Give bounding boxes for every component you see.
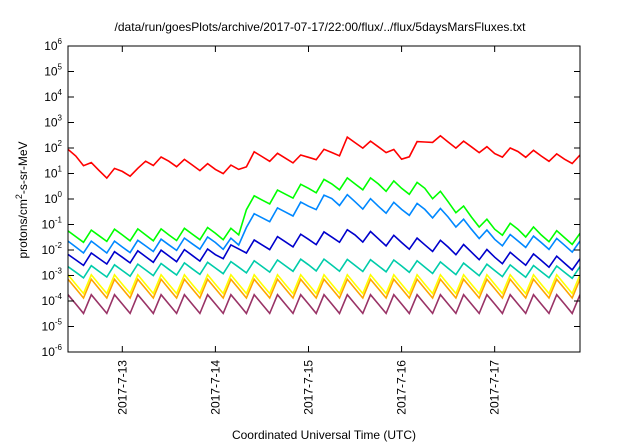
y-tick-label-exp: 3 — [58, 114, 63, 123]
y-tick-label-base: 10 — [44, 65, 58, 79]
y-tick-label-exp: -2 — [55, 241, 63, 250]
y-tick-label-exp: -3 — [55, 267, 63, 276]
y-tick-label-base: 10 — [42, 243, 56, 257]
series-line-0 — [68, 134, 580, 180]
y-tick-label-exp: -1 — [55, 216, 63, 225]
y-tick-label-exp: -5 — [55, 318, 63, 327]
y-tick-label: 10-1 — [42, 216, 63, 232]
y-tick-label-base: 10 — [42, 269, 56, 283]
y-tick-label-exp: 5 — [58, 63, 63, 72]
y-tick-label-base: 10 — [42, 218, 56, 232]
y-tick-label: 105 — [44, 63, 62, 79]
y-tick-label: 10-4 — [42, 292, 63, 308]
x-tick-label: 2017-7-14 — [208, 360, 222, 415]
y-tick-label-base: 10 — [42, 345, 56, 359]
series-line-2 — [68, 193, 580, 255]
y-tick-label-exp: 1 — [58, 165, 63, 174]
x-tick-label: 2017-7-15 — [301, 360, 315, 415]
series-line-1 — [68, 176, 580, 246]
y-tick-label: 102 — [44, 139, 62, 155]
y-tick-label-base: 10 — [44, 39, 58, 53]
y-tick-label: 10-3 — [42, 267, 63, 283]
y-tick-label-base: 10 — [42, 320, 56, 334]
chart-title: /data/run/goesPlots/archive/2017-07-17/2… — [114, 20, 526, 34]
y-tick-label: 106 — [44, 37, 62, 53]
x-tick-label: 2017-7-16 — [395, 360, 409, 415]
series-line-7 — [68, 293, 580, 315]
series-line-5 — [68, 273, 580, 296]
y-tick-label-base: 10 — [44, 141, 58, 155]
y-tick-label-exp: 6 — [58, 37, 63, 46]
y-tick-label: 103 — [44, 114, 62, 130]
y-tick-label-exp: 0 — [58, 190, 63, 199]
y-tick-label: 100 — [44, 190, 62, 206]
x-axis-label: Coordinated Universal Time (UTC) — [231, 428, 417, 442]
y-tick-label-base: 10 — [44, 167, 58, 181]
series-line-3 — [68, 228, 580, 272]
y-tick-label: 101 — [44, 165, 62, 181]
y-tick-label-exp: 2 — [58, 139, 63, 148]
series-line-6 — [68, 277, 580, 300]
y-tick-label: 104 — [44, 88, 62, 104]
x-tick-label: 2017-7-13 — [115, 360, 129, 415]
y-tick-label-exp: -6 — [55, 343, 63, 352]
y-tick-label: 10-2 — [42, 241, 63, 257]
y-tick-label-exp: 4 — [58, 88, 63, 97]
y-tick-label: 10-6 — [42, 343, 63, 359]
y-tick-label-base: 10 — [44, 90, 58, 104]
y-tick-label-base: 10 — [44, 192, 58, 206]
y-tick-label: 10-5 — [42, 318, 63, 334]
x-tick-label: 2017-7-17 — [488, 360, 502, 415]
series-line-4 — [68, 257, 580, 280]
y-tick-label-base: 10 — [42, 294, 56, 308]
y-tick-label-base: 10 — [44, 116, 58, 130]
plot-frame — [67, 45, 581, 353]
y-tick-label-exp: -4 — [55, 292, 63, 301]
